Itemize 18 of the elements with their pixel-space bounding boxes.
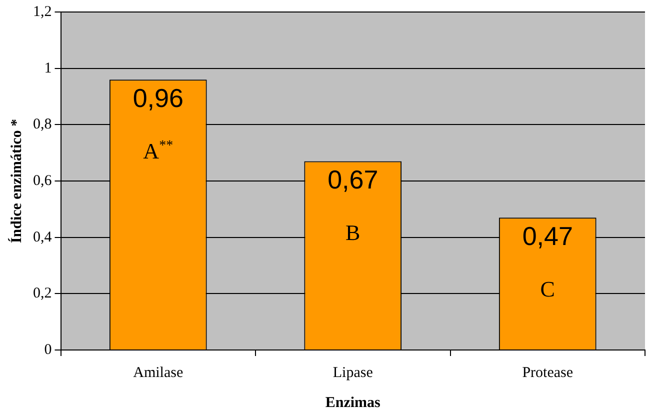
- y-axis-title: Índice enzimático *: [8, 118, 25, 244]
- x-tick-label: Lipase: [332, 364, 374, 381]
- y-tick-label: 1,2: [33, 4, 52, 20]
- data-label: 0,47: [522, 220, 573, 251]
- y-tick-label: 1: [44, 60, 52, 76]
- annotation: A**: [143, 138, 174, 164]
- x-axis-title: Enzimas: [325, 394, 381, 411]
- y-tick-label: 0,2: [33, 286, 52, 302]
- y-tick-label: 0,8: [33, 116, 52, 133]
- data-label: 0,96: [132, 82, 184, 113]
- x-tick-label: Amilase: [133, 364, 184, 381]
- y-tick-label: 0,6: [33, 172, 52, 189]
- y-tick-label: 0,4: [33, 229, 52, 246]
- annotation: B: [346, 220, 360, 246]
- y-tick-label: 0: [44, 342, 52, 358]
- x-tick-label: Protease: [522, 364, 574, 381]
- data-label: 0,67: [328, 164, 378, 194]
- annotation: C: [540, 276, 555, 302]
